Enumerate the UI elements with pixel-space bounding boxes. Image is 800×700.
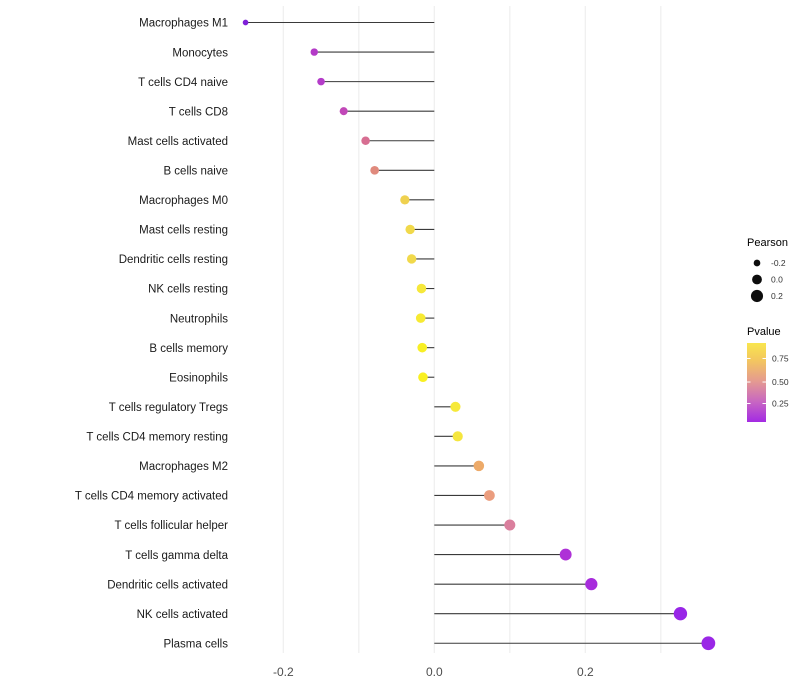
category-label: T cells CD4 memory activated: [75, 491, 228, 503]
lollipop-dot: [585, 578, 598, 591]
lollipop-dot: [242, 19, 249, 26]
category-label: Mast cells resting: [139, 225, 228, 237]
legend-size-dot: [752, 274, 762, 285]
lollipop-dot: [310, 48, 318, 56]
pvalue-colorbar: [747, 343, 766, 422]
legend-pvalue: Pvalue 0.75 0.50 0.25: [747, 326, 789, 422]
category-label: T cells regulatory Tregs: [109, 402, 229, 414]
category-label: Dendritic cells resting: [119, 254, 228, 266]
legend-pvalue-ticks: 0.75 0.50 0.25: [747, 353, 789, 409]
category-label: Macrophages M2: [139, 461, 228, 473]
lollipop-dot: [317, 77, 325, 86]
category-label: Eosinophils: [169, 372, 228, 384]
category-label: T cells gamma delta: [125, 550, 228, 562]
legend-pvalue-title: Pvalue: [747, 326, 781, 338]
category-label: T cells CD8: [169, 106, 228, 118]
lollipop-dot: [559, 548, 572, 561]
lollipop-dot: [473, 460, 485, 472]
category-label: Macrophages M1: [139, 18, 228, 30]
lollipop-dot: [504, 519, 516, 531]
lollipop-dot: [418, 372, 428, 383]
legend-size-label: 0.0: [771, 275, 783, 285]
lollipop-dot: [673, 607, 688, 621]
category-label: T cells CD4 memory resting: [86, 432, 228, 444]
category-label: Macrophages M0: [139, 195, 228, 207]
lollipop-dot: [405, 224, 415, 235]
x-axis-tick-labels: -0.2 0.0 0.2: [273, 665, 594, 679]
gridlines: [282, 6, 662, 653]
category-label: Monocytes: [172, 47, 228, 59]
lollipop-dot: [417, 342, 428, 353]
category-label: Neutrophils: [170, 313, 228, 325]
lollipop-dot: [406, 254, 417, 264]
legend-size-label: -0.2: [771, 258, 786, 268]
x-tick-label: 0.2: [577, 665, 594, 679]
lollipop-dot: [415, 313, 426, 323]
category-label: Plasma cells: [163, 638, 228, 650]
x-tick-label: -0.2: [273, 665, 294, 679]
legend-pearson-items: -0.2 0.0 0.2: [750, 258, 786, 303]
category-label: B cells naive: [163, 166, 228, 178]
lollipop-dot: [370, 165, 380, 175]
lollipop-dot: [450, 401, 461, 412]
x-tick-label: 0.0: [426, 665, 443, 679]
category-label: NK cells resting: [148, 284, 228, 296]
lollipop-dot: [361, 136, 370, 146]
lollipop-dot: [701, 636, 716, 651]
lollipop-dot: [400, 195, 410, 205]
category-label: NK cells activated: [137, 609, 228, 621]
category-label: T cells CD4 naive: [138, 77, 228, 89]
lollipop-dot: [339, 107, 348, 116]
chart-rows: Macrophages M1 Monocytes T cells CD4 naive…: [75, 18, 716, 651]
category-label: B cells memory: [149, 343, 228, 355]
legend-pearson: Pearson -0.2 0.0 0.2: [747, 237, 788, 303]
lollipop-dot: [452, 431, 463, 442]
colorbar-tick-label: 0.25: [772, 399, 789, 409]
legend-size-label: 0.2: [771, 291, 783, 301]
category-label: Mast cells activated: [128, 136, 228, 148]
lollipop-dot: [416, 283, 427, 294]
legend-size-dot: [753, 259, 761, 267]
colorbar-tick-label: 0.75: [772, 353, 789, 363]
legend-pearson-title: Pearson: [747, 237, 788, 249]
category-label: Dendritic cells activated: [107, 579, 228, 591]
lollipop-dot: [484, 490, 495, 501]
category-label: T cells follicular helper: [114, 520, 228, 532]
legend-size-dot: [750, 289, 764, 303]
colorbar-tick-label: 0.50: [772, 377, 789, 387]
